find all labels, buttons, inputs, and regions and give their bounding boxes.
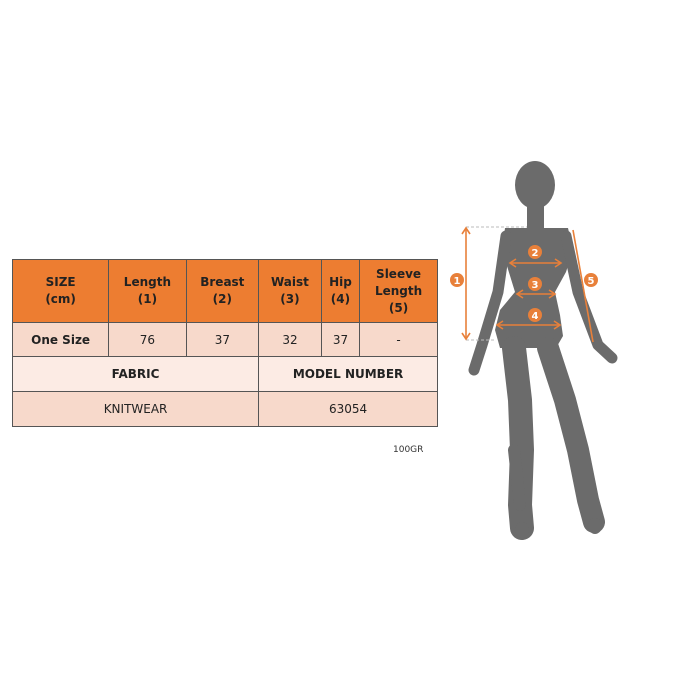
header-size: SIZE (cm) <box>11 259 110 323</box>
info-value-row: KNITWEAR 63054 <box>11 391 438 427</box>
header-breast: Breast (2) <box>185 259 260 323</box>
measurement-markers <box>450 226 598 343</box>
info-label-row: FABRIC MODEL NUMBER <box>11 356 438 392</box>
marker-4 <box>528 308 542 322</box>
waist-arrowheads <box>515 289 557 299</box>
model-number-value: 63054 <box>258 391 438 427</box>
left-leg <box>502 336 534 540</box>
length-arrowheads <box>461 226 471 341</box>
head <box>515 161 555 209</box>
marker-label-2: 2 <box>532 248 539 259</box>
right-foot <box>588 518 602 534</box>
neck <box>527 200 544 230</box>
left-arm <box>468 230 512 376</box>
header-text: (2) <box>212 292 232 306</box>
header-length: Length (1) <box>108 259 187 323</box>
marker-1 <box>450 273 464 287</box>
cell-hip: 37 <box>320 322 361 357</box>
header-text: Waist <box>271 275 309 289</box>
header-sleeve-length: Sleeve Length (5) <box>359 259 438 323</box>
marker-3 <box>528 277 542 291</box>
header-text: Breast <box>200 275 245 289</box>
fabric-value: KNITWEAR <box>11 391 260 427</box>
header-text: Hip <box>329 275 352 289</box>
header-text: (1) <box>137 292 158 306</box>
model-number-label: MODEL NUMBER <box>258 356 438 392</box>
marker-2 <box>528 245 542 259</box>
table-header-row: SIZE (cm) Length (1) Breast (2) Waist (3) Hi… <box>11 259 438 323</box>
cell-waist: 32 <box>258 322 322 357</box>
marker-label-4: 4 <box>532 311 539 322</box>
sleeve-arrow <box>572 229 594 343</box>
right-leg <box>537 337 605 533</box>
header-text: (5) <box>388 300 409 315</box>
marker-label-1: 1 <box>454 276 461 287</box>
left-foot <box>515 522 529 538</box>
silhouette <box>468 161 618 540</box>
header-text: (cm) <box>45 292 76 306</box>
header-text: (3) <box>280 292 300 306</box>
left-calf <box>508 444 526 511</box>
hip-arrowheads <box>495 320 562 330</box>
header-waist: Waist (3) <box>258 259 322 323</box>
header-text: Sleeve <box>376 266 422 281</box>
breast-arrowheads <box>508 258 563 268</box>
marker-labels: 1 2 3 4 5 <box>454 248 595 322</box>
cell-size: One Size <box>11 322 110 357</box>
cell-sleeve-length: - <box>359 322 438 357</box>
table-row: One Size 76 37 32 37 - <box>11 322 438 357</box>
size-table: SIZE (cm) Length (1) Breast (2) Waist (3) Hi… <box>11 259 438 427</box>
fabric-label: FABRIC <box>11 356 260 392</box>
cell-length: 76 <box>108 322 187 357</box>
header-text: SIZE <box>45 275 76 289</box>
marker-label-3: 3 <box>532 280 539 291</box>
right-arm <box>560 230 618 364</box>
header-hip: Hip (4) <box>320 259 361 323</box>
header-text: (4) <box>330 292 351 306</box>
header-text: Length <box>374 283 423 298</box>
weight-note: 100GR <box>393 445 424 455</box>
marker-5 <box>584 273 598 287</box>
header-text: Length <box>123 275 171 289</box>
marker-label-5: 5 <box>588 276 595 287</box>
